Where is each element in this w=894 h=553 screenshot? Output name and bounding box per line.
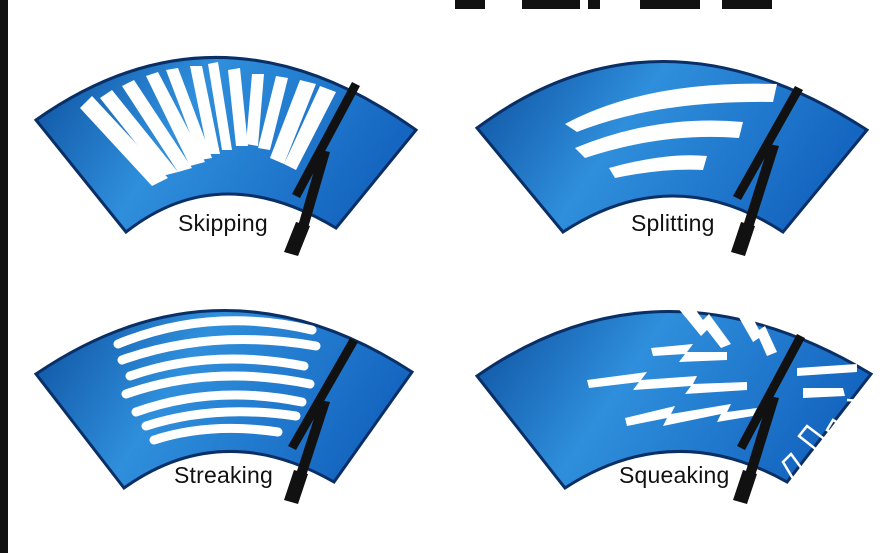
windshield-shape xyxy=(474,310,874,491)
skipping-windshield-illustration xyxy=(33,55,419,256)
wiper-blade xyxy=(733,334,805,504)
squeak-outline-marks xyxy=(781,398,880,530)
panel-splitting: Splitting xyxy=(447,0,894,276)
label-splitting: Splitting xyxy=(631,210,715,236)
wiper-blade xyxy=(284,338,358,504)
label-squeaking: Squeaking xyxy=(619,462,730,488)
label-skipping: Skipping xyxy=(178,210,268,236)
squeak-sound-marks xyxy=(587,298,857,426)
border-line xyxy=(0,0,8,553)
panel-squeaking: Squeaking xyxy=(447,276,894,552)
split-streaks xyxy=(565,83,777,178)
panel-streaking: Streaking xyxy=(0,276,447,552)
squeaking-windshield-illustration xyxy=(474,298,880,530)
wiper-blade xyxy=(284,82,360,256)
windshield-shape xyxy=(474,60,870,234)
splitting-windshield-illustration xyxy=(474,60,870,256)
label-streaking: Streaking xyxy=(174,462,273,488)
skip-streaks xyxy=(80,62,336,186)
title-fragment xyxy=(455,0,772,9)
panel-skipping: Skipping xyxy=(0,0,447,276)
wiper-blade xyxy=(731,86,803,256)
streak-lines xyxy=(113,316,321,445)
streaking-windshield-illustration xyxy=(33,309,415,504)
